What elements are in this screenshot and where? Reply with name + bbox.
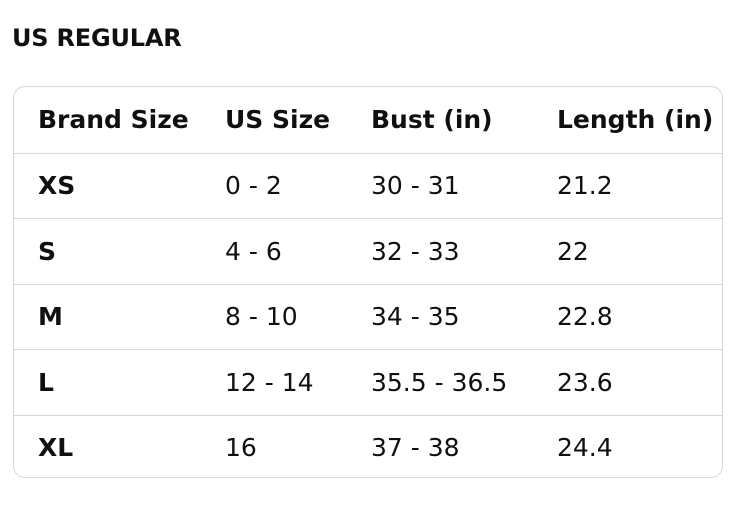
table-cell: 4 - 6 <box>225 236 282 266</box>
table-cell: 0 - 2 <box>225 171 282 201</box>
table-row: L 12 - 14 35.5 - 36.5 23.6 <box>14 349 722 415</box>
section-title: US REGULAR <box>12 24 182 52</box>
table-cell: 22.8 <box>557 302 613 332</box>
table-cell: 8 - 10 <box>225 302 298 332</box>
table-cell: 23.6 <box>557 367 613 397</box>
table-row: S 4 - 6 32 - 33 22 <box>14 218 722 284</box>
table-cell: M <box>38 302 63 332</box>
table-cell: S <box>38 236 57 266</box>
table-cell: L <box>38 367 54 397</box>
table-row: XL 16 37 - 38 24.4 <box>14 414 722 478</box>
table-cell: 22 <box>557 236 589 266</box>
header-cell: Bust (in) <box>371 105 493 135</box>
table-cell: 12 - 14 <box>225 367 314 397</box>
header-cell: US Size <box>225 105 331 135</box>
header-row: Brand Size US Size Bust (in) Length (in) <box>14 87 722 153</box>
header-cell: Length (in) <box>557 105 714 135</box>
size-table: Brand Size US Size Bust (in) Length (in) XS 0… <box>13 86 723 478</box>
table-cell: 34 - 35 <box>371 302 460 332</box>
table-cell: 21.2 <box>557 171 613 201</box>
header-cell: Brand Size <box>38 105 189 135</box>
table-cell: XL <box>38 433 74 463</box>
table-cell: 32 - 33 <box>371 236 460 266</box>
table-row: XS 0 - 2 30 - 31 21.2 <box>14 152 722 219</box>
table-cell: XS <box>38 171 76 201</box>
table-cell: 30 - 31 <box>371 171 460 201</box>
table-cell: 24.4 <box>557 433 613 463</box>
table-row: M 8 - 10 34 - 35 22.8 <box>14 283 722 350</box>
table-cell: 35.5 - 36.5 <box>371 367 508 397</box>
table-cell: 37 - 38 <box>371 433 460 463</box>
table-cell: 16 <box>225 433 257 463</box>
